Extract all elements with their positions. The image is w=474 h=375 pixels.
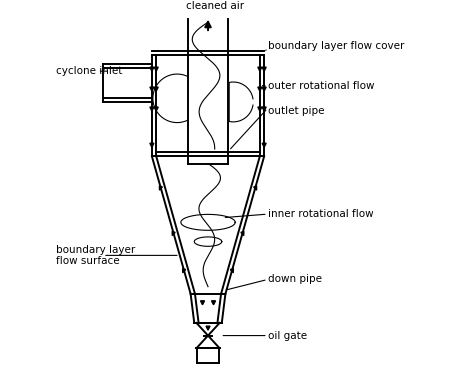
Polygon shape [206, 326, 210, 330]
Polygon shape [150, 107, 154, 111]
Text: boundary layer flow cover: boundary layer flow cover [268, 41, 404, 51]
Polygon shape [150, 67, 154, 71]
Polygon shape [262, 107, 266, 111]
Polygon shape [150, 143, 154, 147]
Polygon shape [230, 268, 233, 273]
Polygon shape [262, 67, 266, 71]
Text: cyclone inlet: cyclone inlet [56, 66, 122, 76]
Polygon shape [159, 186, 163, 190]
Polygon shape [154, 67, 158, 71]
Polygon shape [258, 107, 262, 111]
Polygon shape [241, 231, 244, 236]
Text: boundary layer
flow surface: boundary layer flow surface [56, 244, 135, 266]
Polygon shape [182, 268, 186, 273]
Text: inner rotational flow: inner rotational flow [268, 209, 374, 219]
Polygon shape [258, 67, 262, 71]
Text: cleaned air: cleaned air [186, 2, 244, 11]
Polygon shape [211, 301, 216, 305]
Text: outlet pipe: outlet pipe [268, 106, 324, 116]
Polygon shape [258, 87, 262, 91]
Text: down pipe: down pipe [268, 274, 322, 284]
Polygon shape [154, 87, 158, 91]
Polygon shape [254, 186, 256, 190]
Polygon shape [201, 301, 204, 305]
Polygon shape [262, 143, 266, 147]
Text: outer rotational flow: outer rotational flow [268, 81, 374, 91]
Polygon shape [154, 107, 158, 111]
Polygon shape [172, 231, 175, 236]
Polygon shape [262, 87, 266, 91]
Polygon shape [150, 87, 154, 91]
Text: oil gate: oil gate [268, 331, 307, 340]
